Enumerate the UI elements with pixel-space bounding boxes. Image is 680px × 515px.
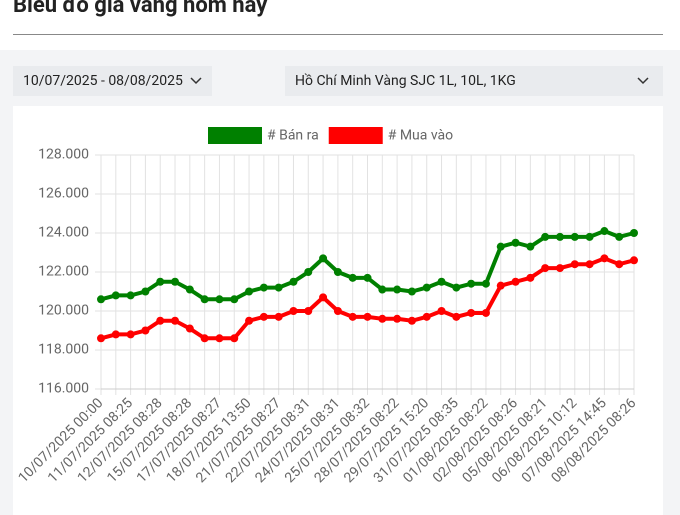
chart-panel: 116.000 118.000 120.000 122.000 124.000 126.0…	[13, 106, 663, 515]
data-point	[467, 279, 476, 288]
data-point	[541, 264, 550, 273]
divider	[13, 34, 663, 35]
legend-swatch	[208, 127, 262, 144]
data-point	[615, 260, 624, 269]
data-point	[171, 277, 180, 286]
data-point	[511, 277, 520, 286]
data-point	[111, 330, 120, 339]
data-point	[304, 307, 313, 315]
header: Biểu đồ giá vàng hôm nay	[0, 0, 680, 50]
product: Hồ Chí Minh Vàng SJC 1L, 10L, 1KG	[295, 73, 516, 89]
data-point	[97, 295, 105, 304]
data-point	[141, 287, 150, 296]
data-point	[585, 232, 594, 241]
data-point	[156, 277, 165, 286]
data-point	[200, 295, 209, 304]
y-tick-label: 128.000	[38, 147, 89, 163]
data-point	[126, 291, 135, 300]
data-point	[230, 295, 239, 304]
data-point	[437, 277, 446, 286]
data-point	[526, 242, 535, 251]
data-point	[393, 314, 402, 323]
data-point	[526, 273, 535, 282]
data-point	[274, 312, 283, 321]
data-point	[245, 287, 254, 296]
data-point	[496, 281, 505, 290]
data-point	[215, 334, 224, 343]
date-range-dropdown[interactable]: 10/07/2025 - 08/08/2025	[13, 66, 212, 96]
data-point	[481, 308, 490, 317]
data-point	[452, 312, 461, 321]
y-tick-label: 126.000	[38, 186, 89, 202]
data-point	[289, 307, 298, 315]
data-point	[111, 291, 120, 300]
data-point	[245, 316, 254, 325]
legend-label: # Mua vào	[388, 128, 453, 144]
data-point	[555, 264, 564, 273]
data-point	[555, 232, 564, 241]
data-point	[541, 232, 550, 241]
data-point	[333, 307, 342, 315]
data-point	[630, 229, 638, 237]
data-point	[437, 307, 446, 315]
data-point	[422, 312, 431, 321]
data-point	[289, 277, 298, 286]
legend-swatch	[328, 127, 383, 144]
data-point	[156, 316, 165, 325]
data-point	[363, 312, 372, 321]
data-point	[511, 238, 520, 247]
data-point	[333, 268, 342, 276]
data-point	[407, 316, 416, 325]
chart: 116.000 118.000 120.000 122.000 124.000 126.0…	[15, 127, 640, 486]
data-point	[452, 283, 461, 292]
data-point	[230, 334, 239, 343]
data-point	[570, 260, 579, 269]
data-point	[348, 273, 357, 282]
date-range: 10/07/2025 - 08/08/2025	[23, 73, 183, 89]
data-point	[141, 326, 150, 335]
data-point	[407, 287, 416, 296]
data-point	[274, 283, 283, 292]
data-point	[319, 293, 328, 302]
legend-label: # Bán ra	[267, 128, 319, 144]
y-tick-label: 116.000	[38, 381, 89, 397]
product-dropdown[interactable]: Hồ Chí Minh Vàng SJC 1L, 10L, 1KG	[285, 66, 663, 96]
data-point	[319, 254, 328, 263]
chevron	[190, 77, 202, 85]
data-point	[215, 295, 224, 304]
data-point	[126, 330, 135, 339]
y-tick-label: 122.000	[38, 264, 89, 280]
data-point	[570, 232, 579, 241]
y-tick-label: 118.000	[38, 342, 89, 358]
data-point	[171, 316, 180, 325]
data-point	[185, 285, 194, 294]
y-tick-label: 124.000	[38, 225, 89, 241]
data-point	[615, 232, 624, 241]
data-point	[422, 283, 431, 292]
data-point	[378, 314, 387, 323]
data-point	[481, 279, 490, 288]
chevron	[637, 77, 649, 85]
data-point	[259, 312, 268, 321]
data-point	[259, 283, 268, 292]
data-point	[378, 285, 387, 294]
data-point	[200, 334, 209, 343]
data-point	[363, 273, 372, 282]
data-point	[496, 242, 505, 251]
data-point	[600, 227, 609, 236]
data-point	[393, 285, 402, 294]
data-point	[585, 260, 594, 269]
data-point	[304, 268, 313, 276]
page-title: Biểu đồ giá vàng hôm nay	[13, 0, 268, 18]
y-tick-label: 120.000	[38, 303, 89, 319]
data-point	[630, 256, 638, 265]
data-point	[348, 312, 357, 321]
data-point	[185, 324, 194, 333]
data-point	[600, 254, 609, 263]
data-point	[467, 308, 476, 317]
data-point	[97, 334, 105, 343]
